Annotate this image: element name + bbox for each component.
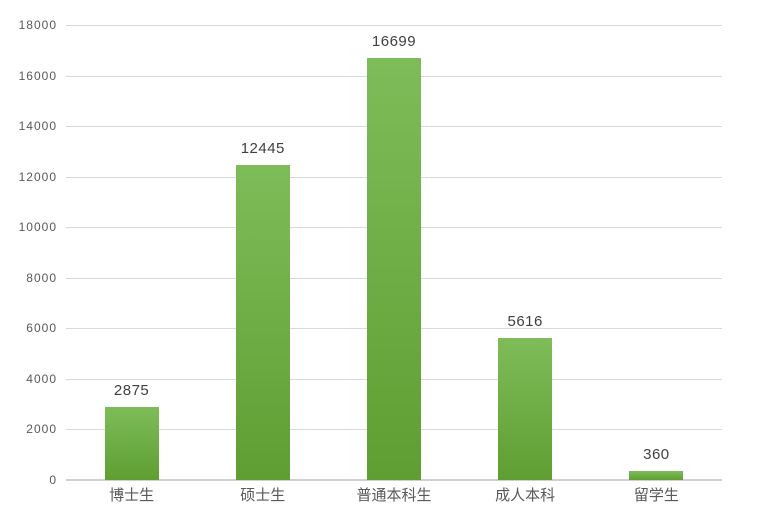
y-axis-tick-label: 6000 [26,321,57,336]
bar [235,165,290,480]
grid-line [66,25,722,26]
bar-value-label: 360 [643,445,670,463]
y-axis-tick-label: 18000 [18,18,57,32]
bar [367,57,421,480]
bar-value-label: 16699 [371,32,417,50]
x-axis-category-label: 硕士生 [240,487,286,504]
bar [629,470,684,480]
x-axis-category-label: 留学生 [633,487,679,504]
y-axis-tick-label: 0 [49,473,57,487]
bar-value-label: 5616 [507,313,543,331]
bar [498,338,553,480]
y-axis-tick-label: 10000 [18,220,57,235]
bar [104,407,159,480]
y-axis-tick-label: 14000 [18,119,57,134]
y-axis-tick-label: 12000 [18,169,57,184]
bar-value-label: 2875 [113,382,150,400]
x-axis-category-label: 博士生 [109,487,155,504]
x-axis-line [66,479,722,481]
x-axis-category-label: 成人本科 [495,487,556,504]
y-axis-tick-label: 8000 [26,270,57,285]
y-axis-tick-label: 16000 [18,68,57,83]
x-axis-category-label: 普通本科生 [356,487,432,504]
y-axis-tick-label: 4000 [26,371,57,386]
bar-value-label: 12445 [240,140,285,158]
y-axis-tick-label: 2000 [26,422,57,437]
plot-area: 2875 12445 16699 5616 360 [66,25,722,481]
